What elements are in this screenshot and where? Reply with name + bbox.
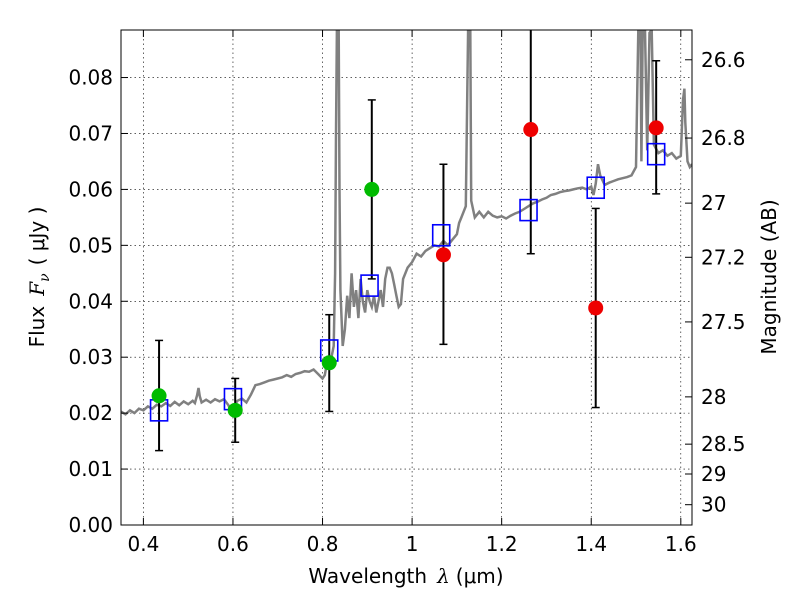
x-axis-label-text: Wavelength xyxy=(308,564,427,588)
y2-tick-label: 28 xyxy=(701,385,726,409)
y-axis-label-symbol: F xyxy=(25,281,49,297)
x-tick-label: 0.4 xyxy=(127,532,159,556)
data-points xyxy=(151,120,664,418)
x-tick-label: 1.2 xyxy=(486,532,518,556)
y2-tick-label: 28.5 xyxy=(701,432,746,456)
model-box xyxy=(431,223,451,247)
y-tick-label: 0.01 xyxy=(68,457,113,481)
y2-tick-label: 29 xyxy=(701,462,726,486)
x-axis-label-symbol: λ xyxy=(436,564,450,588)
detection-point xyxy=(227,402,243,418)
x-tick-label: 0.6 xyxy=(217,532,249,556)
y2-axis-label: Magnitude (AB) xyxy=(757,199,781,354)
model-box xyxy=(519,198,538,222)
detection-point xyxy=(151,388,167,404)
red-point xyxy=(435,247,451,263)
detection-point xyxy=(321,355,337,371)
y2-tick-label: 27 xyxy=(701,191,726,215)
y-axis-label: Flux Fν ( μJy ) xyxy=(25,207,53,348)
y2-tick-label: 27.2 xyxy=(701,245,746,269)
red-point xyxy=(588,300,604,316)
y-axis-label-subscript: ν xyxy=(37,273,53,282)
x-tick-label: 1 xyxy=(406,532,419,556)
x-axis-label-unit: (μm) xyxy=(456,564,504,588)
y-tick-label: 0.05 xyxy=(68,233,113,257)
x-tick-label: 1.6 xyxy=(665,532,697,556)
y-tick-label: 0.02 xyxy=(68,401,113,425)
red-point xyxy=(648,120,664,136)
y2-axis-ticks: 26.6 26.8 27 27.2 27.5 28 28.5 29 30 xyxy=(685,48,746,517)
y2-tick-label: 26.6 xyxy=(701,48,746,72)
y-axis-label-text: Flux xyxy=(25,306,49,348)
grid-lines xyxy=(121,30,692,526)
y-tick-label: 0.03 xyxy=(68,345,113,369)
model-box xyxy=(586,176,606,200)
y-tick-label: 0.08 xyxy=(68,66,113,90)
x-tick-label: 0.8 xyxy=(307,532,339,556)
model-box xyxy=(360,274,379,297)
detection-point xyxy=(364,181,380,197)
y-tick-label: 0.06 xyxy=(68,177,113,201)
x-tick-label: 1.4 xyxy=(575,532,607,556)
y-tick-label: 0.00 xyxy=(68,513,113,537)
plot-background xyxy=(121,30,692,525)
x-axis-ticks: 0.4 0.6 0.8 1 1.2 1.4 1.6 xyxy=(127,30,697,556)
x-axis-label: Wavelength λ (μm) xyxy=(308,564,503,588)
y2-tick-label: 27.5 xyxy=(701,310,746,334)
y-tick-label: 0.04 xyxy=(68,289,113,313)
y-axis-label-unit: ( μJy ) xyxy=(25,207,49,266)
model-box xyxy=(646,142,666,166)
y-tick-label: 0.07 xyxy=(68,121,113,145)
y2-tick-label: 26.8 xyxy=(701,126,746,150)
y2-tick-label: 30 xyxy=(701,493,726,517)
red-point xyxy=(523,122,539,138)
plot-frame xyxy=(120,29,693,526)
y-axis-ticks: 0.00 0.01 0.02 0.03 0.04 0.05 0.06 0.07 0.08 xyxy=(68,66,128,537)
